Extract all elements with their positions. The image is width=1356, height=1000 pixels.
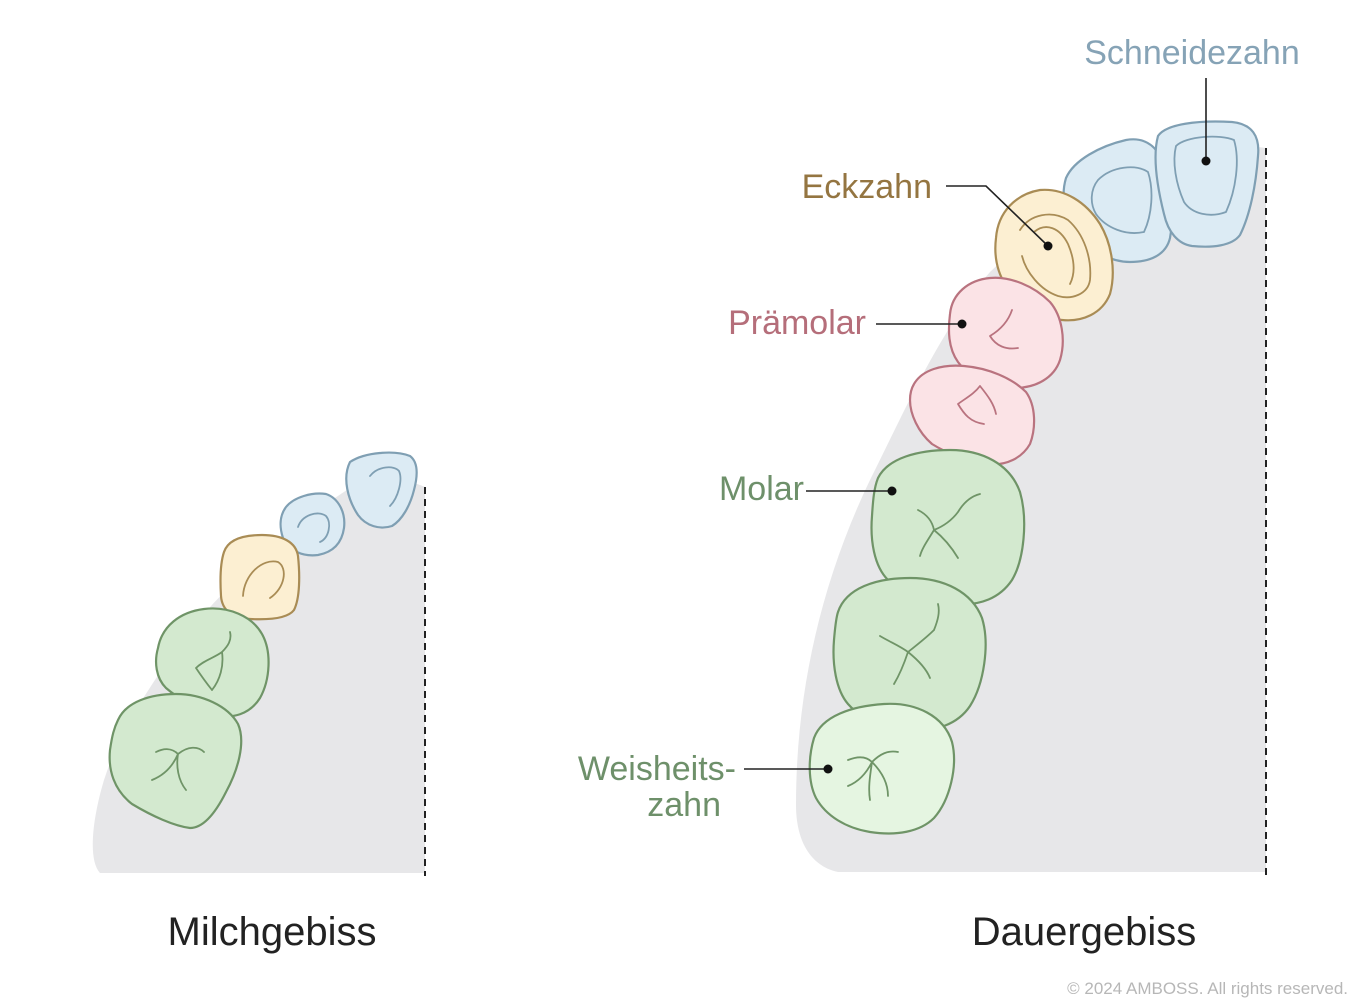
permanent-wisdom-tooth-icon [808, 702, 956, 835]
primary-incisor-central-icon [345, 451, 418, 529]
label-molar-text: Molar [719, 470, 804, 508]
label-schneidezahn: Schneidezahn [1084, 34, 1300, 166]
primary-molar-second-icon [108, 692, 243, 830]
primary-incisor-lateral-icon [279, 492, 346, 557]
label-schneidezahn-text: Schneidezahn [1084, 34, 1300, 72]
permanent-incisor-central-icon [1154, 120, 1260, 248]
primary-dentition-title: Milchgebiss [168, 910, 377, 954]
permanent-premolar-first-icon [947, 276, 1064, 390]
primary-canine-icon [219, 533, 301, 621]
label-weisheitszahn-line2: zahn [647, 786, 721, 824]
permanent-dentition-title: Dauergebiss [972, 910, 1197, 954]
primary-dentition: Milchgebiss [92, 451, 426, 954]
label-weisheitszahn-line1: Weisheits- [578, 750, 736, 788]
label-weisheitszahn: Weisheits- zahn [578, 750, 833, 824]
label-eckzahn: Eckzahn [802, 168, 1053, 251]
label-molar: Molar [719, 470, 897, 508]
label-eckzahn-text: Eckzahn [802, 168, 932, 206]
label-praemolar: Prämolar [728, 304, 967, 342]
permanent-molar-first-icon [870, 448, 1026, 606]
permanent-premolar-second-icon [908, 364, 1036, 466]
primary-molar-first-icon [155, 607, 270, 718]
copyright-notice: © 2024 AMBOSS. All rights reserved. [1067, 979, 1348, 998]
label-praemolar-text: Prämolar [728, 304, 866, 342]
permanent-dentition: Schneidezahn Eckzahn Prämolar Molar Weis… [578, 34, 1300, 954]
permanent-molar-second-icon [832, 576, 987, 732]
